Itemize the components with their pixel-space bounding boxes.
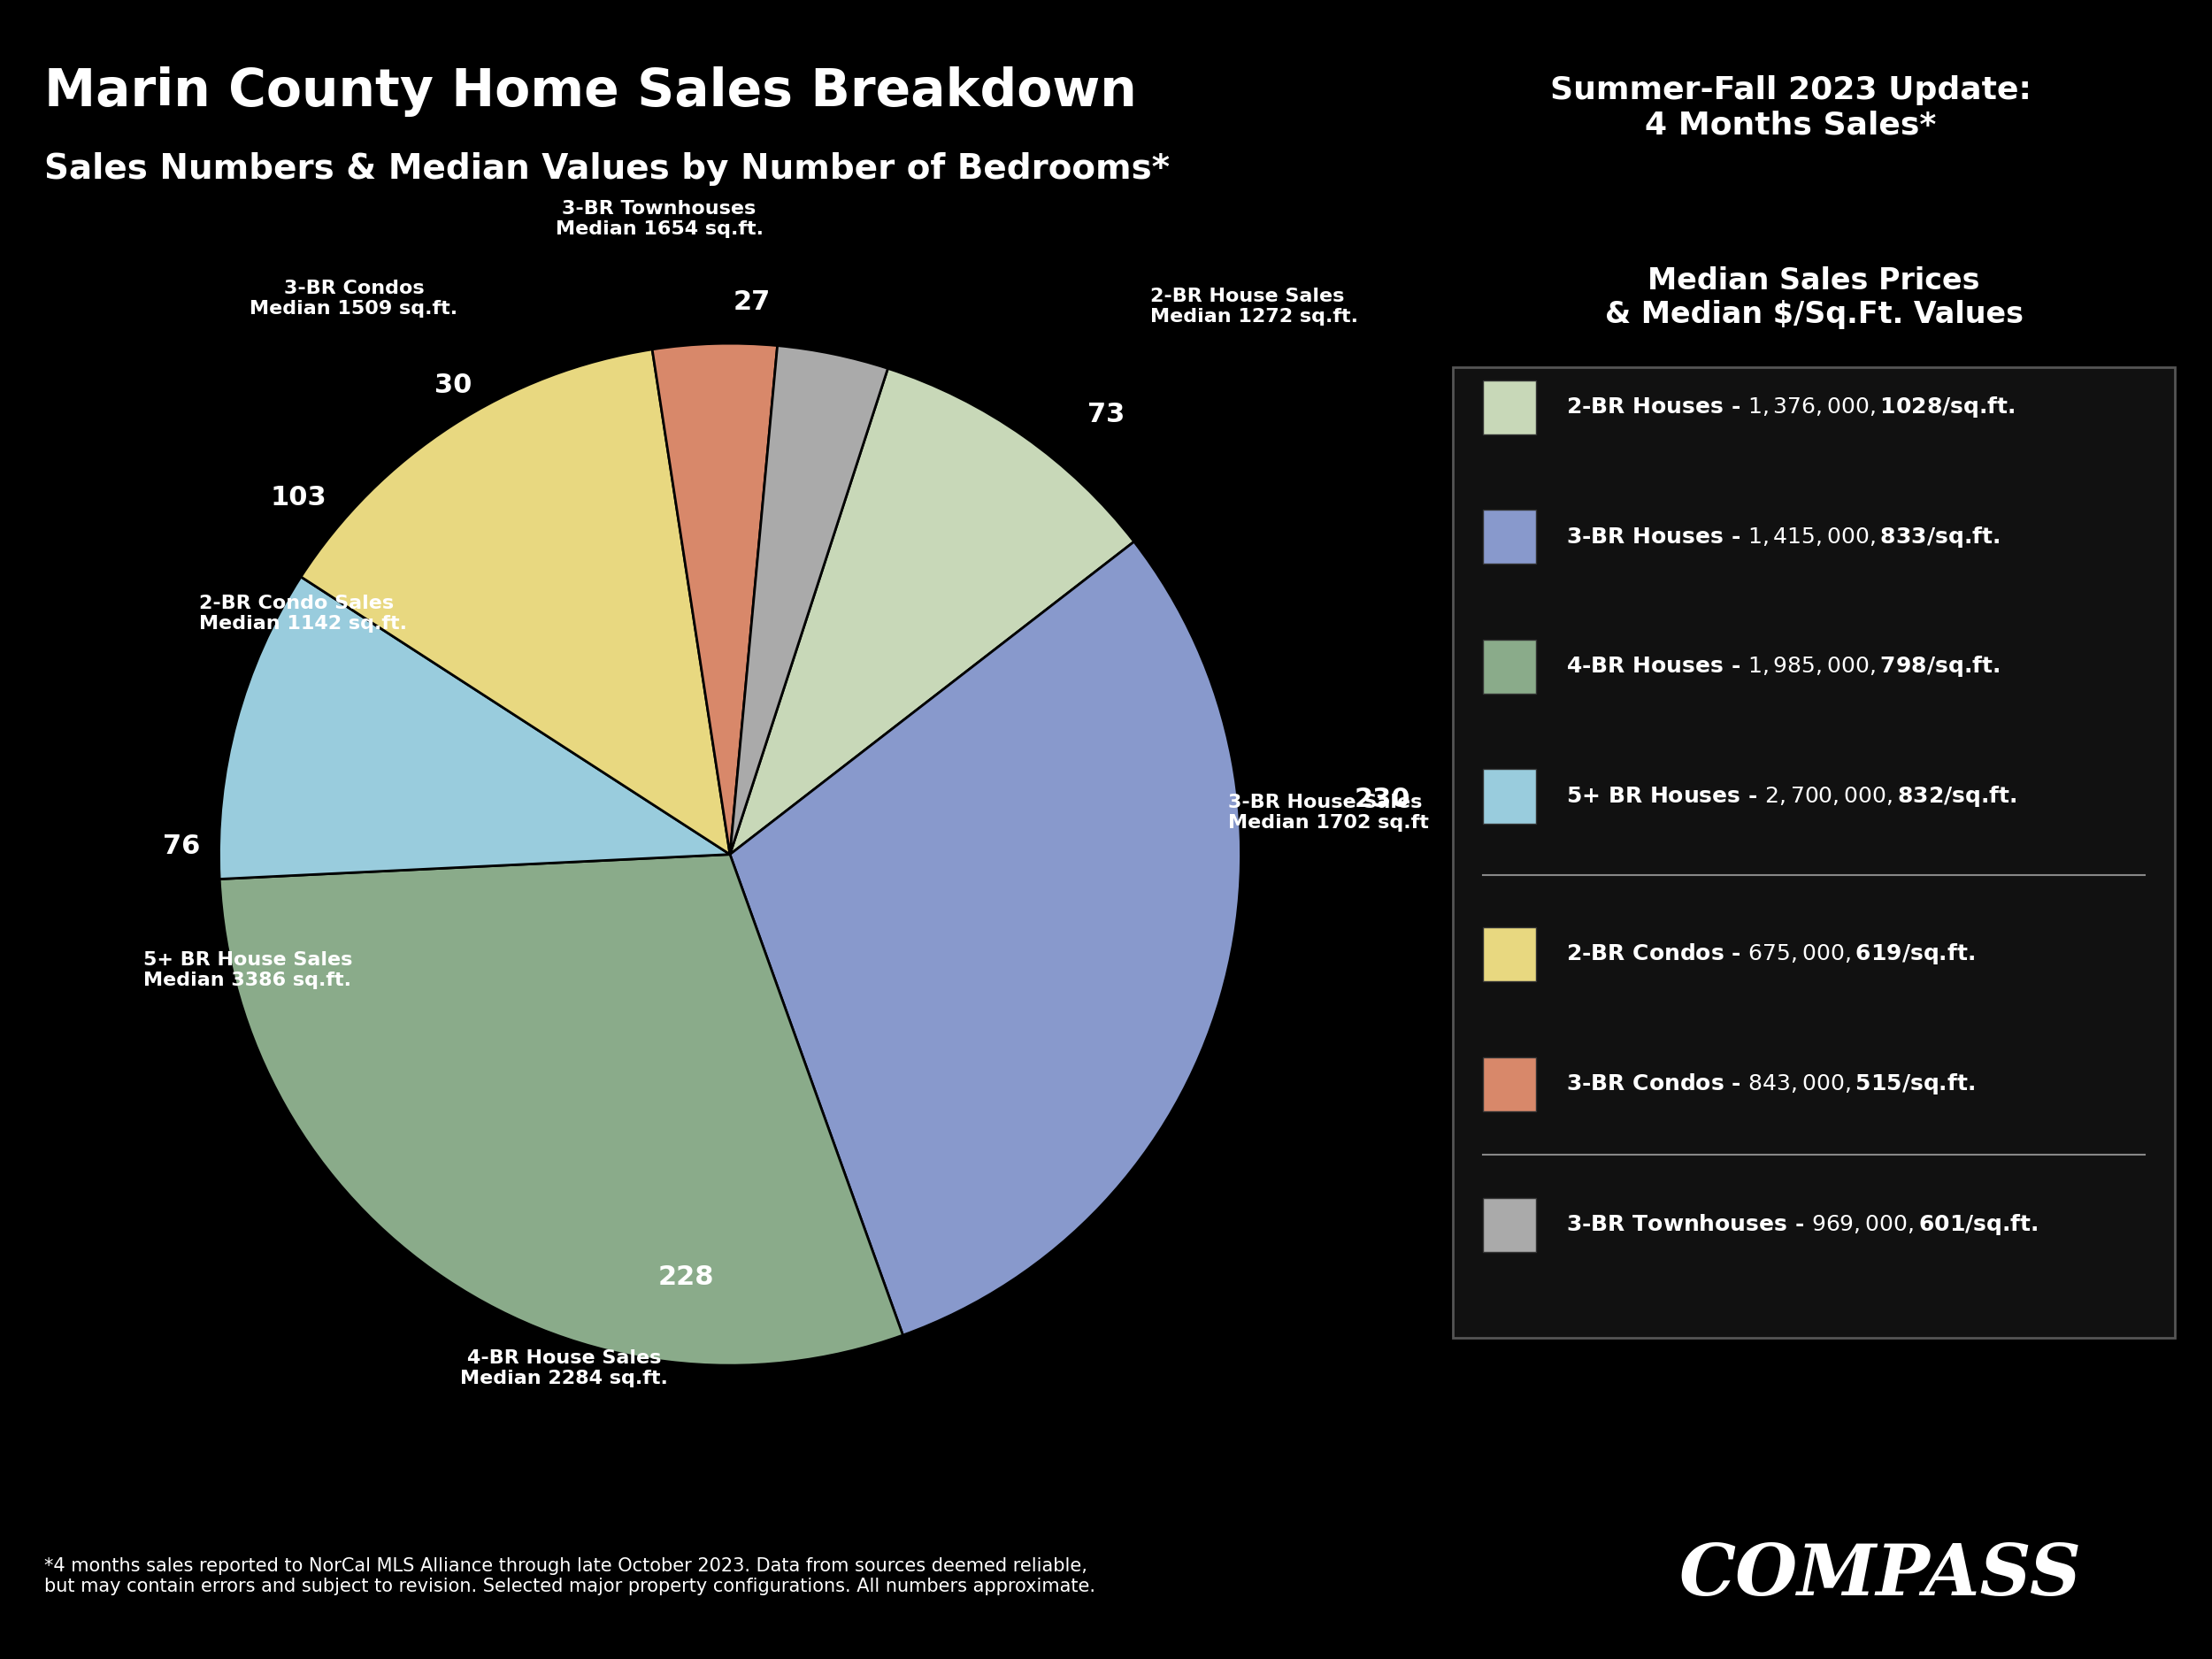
Text: 27: 27 (734, 289, 770, 315)
Text: 4-BR Houses - $1,985,000, $798/sq.ft.: 4-BR Houses - $1,985,000, $798/sq.ft. (1566, 654, 2000, 679)
Text: COMPASS: COMPASS (1679, 1541, 2081, 1611)
Wedge shape (730, 368, 1135, 854)
FancyBboxPatch shape (1482, 770, 1535, 823)
Wedge shape (219, 577, 730, 879)
Wedge shape (653, 343, 776, 854)
Text: 2-BR Houses - $1,376,000, $1028/sq.ft.: 2-BR Houses - $1,376,000, $1028/sq.ft. (1566, 395, 2015, 420)
FancyBboxPatch shape (1482, 509, 1535, 564)
Text: Median Sales Prices
& Median $/Sq.Ft. Values: Median Sales Prices & Median $/Sq.Ft. Va… (1604, 265, 2024, 328)
Text: 103: 103 (270, 484, 327, 511)
FancyBboxPatch shape (1482, 927, 1535, 982)
Text: 228: 228 (657, 1264, 714, 1291)
Text: Marin County Home Sales Breakdown: Marin County Home Sales Breakdown (44, 66, 1137, 116)
Text: 230: 230 (1354, 786, 1411, 813)
Text: 2-BR Condos - $675,000, $619/sq.ft.: 2-BR Condos - $675,000, $619/sq.ft. (1566, 942, 1975, 967)
Text: 3-BR Townhouses - $969,000, $601/sq.ft.: 3-BR Townhouses - $969,000, $601/sq.ft. (1566, 1213, 2037, 1238)
Text: Sales Numbers & Median Values by Number of Bedrooms*: Sales Numbers & Median Values by Number … (44, 153, 1170, 186)
Text: 3-BR Houses - $1,415,000, $833/sq.ft.: 3-BR Houses - $1,415,000, $833/sq.ft. (1566, 524, 2000, 549)
Wedge shape (730, 541, 1241, 1335)
Text: 3-BR House Sales
Median 1702 sq.ft: 3-BR House Sales Median 1702 sq.ft (1228, 793, 1429, 833)
FancyBboxPatch shape (1453, 368, 2174, 1337)
FancyBboxPatch shape (1482, 1198, 1535, 1253)
Text: Summer-Fall 2023 Update:
4 Months Sales*: Summer-Fall 2023 Update: 4 Months Sales* (1551, 75, 2031, 141)
Text: 3-BR Townhouses
Median 1654 sq.ft.: 3-BR Townhouses Median 1654 sq.ft. (555, 199, 763, 239)
Text: *4 months sales reported to NorCal MLS Alliance through late October 2023. Data : *4 months sales reported to NorCal MLS A… (44, 1556, 1095, 1596)
Text: 30: 30 (436, 372, 471, 398)
Text: 5+ BR House Sales
Median 3386 sq.ft.: 5+ BR House Sales Median 3386 sq.ft. (144, 951, 354, 990)
Text: 73: 73 (1088, 401, 1124, 428)
Text: 2-BR Condo Sales
Median 1142 sq.ft.: 2-BR Condo Sales Median 1142 sq.ft. (199, 594, 407, 634)
FancyBboxPatch shape (1482, 380, 1535, 435)
Text: 3-BR Condos - $843,000, $515/sq.ft.: 3-BR Condos - $843,000, $515/sq.ft. (1566, 1072, 1975, 1097)
Wedge shape (301, 350, 730, 854)
Text: 3-BR Condos
Median 1509 sq.ft.: 3-BR Condos Median 1509 sq.ft. (250, 279, 458, 319)
Wedge shape (730, 345, 887, 854)
Text: 4-BR House Sales
Median 2284 sq.ft.: 4-BR House Sales Median 2284 sq.ft. (460, 1349, 668, 1389)
FancyBboxPatch shape (1482, 639, 1535, 693)
Text: 5+ BR Houses - $2,700,000, $832/sq.ft.: 5+ BR Houses - $2,700,000, $832/sq.ft. (1566, 785, 2017, 808)
FancyBboxPatch shape (1482, 1057, 1535, 1112)
Text: 76: 76 (164, 833, 199, 859)
Wedge shape (219, 854, 902, 1365)
Text: 2-BR House Sales
Median 1272 sq.ft.: 2-BR House Sales Median 1272 sq.ft. (1150, 287, 1358, 327)
